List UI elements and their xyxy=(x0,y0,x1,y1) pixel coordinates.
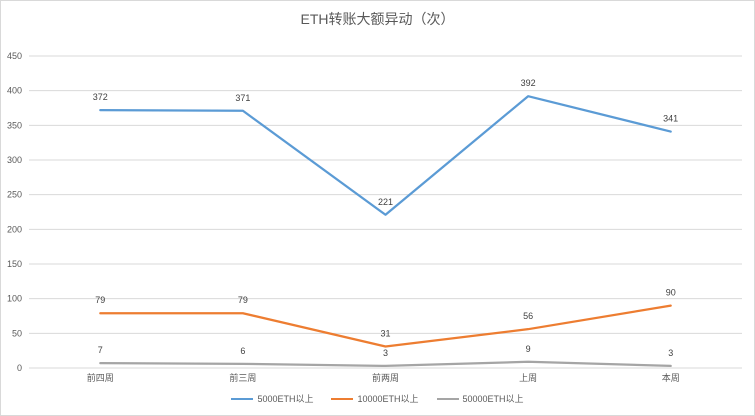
series-line xyxy=(99,95,672,216)
data-label: 392 xyxy=(521,78,536,88)
legend-swatch xyxy=(331,397,354,400)
y-tick-label: 200 xyxy=(7,224,22,234)
legend-item: 10000ETH以上 xyxy=(331,392,419,405)
data-label: 6 xyxy=(240,346,245,356)
legend-swatch xyxy=(436,397,459,400)
data-label: 31 xyxy=(380,329,390,339)
chart-title: ETH转账大额异动（次） xyxy=(300,11,455,27)
y-tick-label: 150 xyxy=(7,259,22,269)
data-label: 7 xyxy=(98,345,103,355)
data-label: 90 xyxy=(666,288,676,298)
y-tick-label: 450 xyxy=(7,51,22,61)
legend-item: 50000ETH以上 xyxy=(436,392,524,405)
x-tick-label: 前四周 xyxy=(87,372,114,383)
legend-label: 10000ETH以上 xyxy=(357,394,419,404)
y-tick-label: 0 xyxy=(17,363,22,373)
data-label: 9 xyxy=(526,344,531,354)
data-label: 79 xyxy=(238,295,248,305)
y-tick-label: 50 xyxy=(12,328,22,338)
x-tick-label: 本周 xyxy=(662,372,680,383)
data-label: 3 xyxy=(383,348,388,358)
x-tick-label: 前三周 xyxy=(229,372,256,383)
legend-item: 5000ETH以上 xyxy=(231,392,313,405)
y-tick-label: 100 xyxy=(7,294,22,304)
series-line xyxy=(99,360,672,368)
data-label: 79 xyxy=(95,295,105,305)
legend-swatch xyxy=(231,397,254,400)
data-label: 372 xyxy=(93,92,108,102)
x-tick-label: 前两周 xyxy=(372,372,399,383)
y-tick-label: 400 xyxy=(7,86,22,96)
x-tick-label: 上周 xyxy=(519,373,537,383)
legend: 5000ETH以上 10000ETH以上 50000ETH以上 xyxy=(0,392,755,405)
legend-label: 50000ETH以上 xyxy=(462,394,524,404)
y-tick-label: 350 xyxy=(7,120,22,130)
y-tick-label: 300 xyxy=(7,155,22,165)
data-label: 341 xyxy=(663,114,678,124)
data-label: 371 xyxy=(235,93,250,103)
data-label: 56 xyxy=(523,311,533,321)
data-label: 221 xyxy=(378,197,393,207)
y-tick-label: 250 xyxy=(7,190,22,200)
series-line xyxy=(99,304,672,348)
data-label: 3 xyxy=(668,348,673,358)
legend-label: 5000ETH以上 xyxy=(257,394,314,404)
